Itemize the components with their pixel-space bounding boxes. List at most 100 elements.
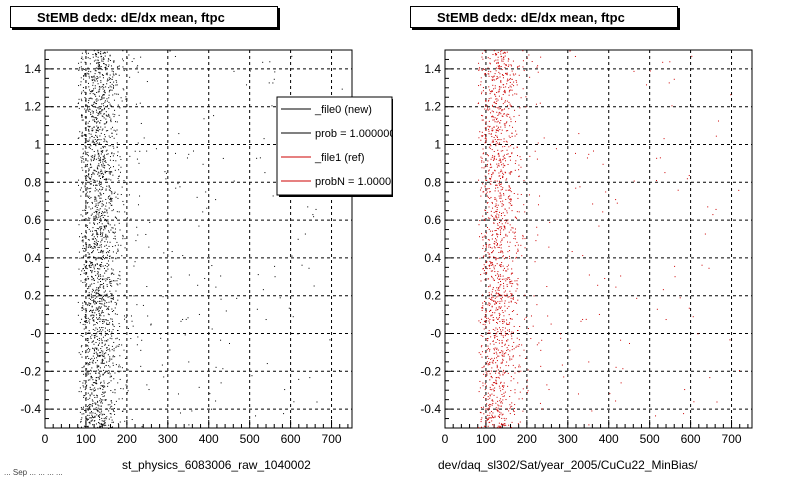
data-point (691, 55, 693, 57)
data-point (491, 262, 493, 264)
data-point (118, 176, 120, 178)
data-point (104, 327, 106, 329)
data-point (85, 418, 87, 420)
data-point (265, 319, 267, 321)
data-point (498, 66, 500, 68)
data-point (487, 217, 489, 219)
data-point (112, 73, 114, 75)
data-point (498, 307, 500, 309)
data-point (489, 147, 491, 149)
data-point (113, 129, 115, 131)
data-point (99, 62, 101, 64)
data-point (98, 112, 100, 114)
data-point (477, 103, 479, 105)
x-tick-label: 400 (599, 432, 619, 446)
data-point (506, 323, 508, 325)
data-point (98, 212, 100, 214)
data-point (503, 315, 505, 317)
data-point (87, 217, 89, 219)
data-point (489, 348, 491, 350)
data-point (491, 90, 493, 92)
data-point (101, 96, 103, 98)
data-point (113, 81, 115, 83)
data-point (502, 204, 504, 206)
data-point (95, 106, 97, 108)
data-point (111, 285, 113, 287)
data-point (496, 370, 498, 372)
data-point (500, 161, 502, 163)
data-point (484, 301, 486, 303)
data-point (87, 125, 89, 127)
data-point (119, 229, 121, 231)
data-point (491, 136, 493, 138)
data-point (112, 60, 114, 62)
data-point (115, 346, 117, 348)
data-point (88, 146, 90, 148)
data-point (484, 316, 486, 318)
data-point (109, 85, 111, 87)
legend-label: prob = 1.000000 (315, 128, 395, 140)
data-point (136, 304, 138, 306)
data-point (100, 86, 102, 88)
data-point (507, 153, 509, 155)
data-point (491, 91, 493, 93)
data-point (104, 241, 106, 243)
data-point (103, 285, 105, 287)
data-point (115, 217, 117, 219)
data-point (485, 371, 487, 373)
data-point (97, 233, 99, 235)
data-point (518, 164, 520, 166)
data-point (499, 416, 501, 418)
data-point (87, 52, 89, 54)
data-point (82, 119, 84, 121)
data-point (188, 274, 190, 276)
data-point (503, 113, 505, 115)
data-point (98, 89, 100, 91)
data-point (492, 412, 494, 414)
data-point (504, 331, 506, 333)
data-point (489, 177, 491, 179)
data-point (99, 284, 101, 286)
data-point (514, 231, 516, 233)
data-point (97, 318, 99, 320)
data-point (517, 66, 519, 68)
data-point (502, 352, 504, 354)
data-point (91, 238, 93, 240)
data-point (483, 396, 485, 398)
data-point (94, 240, 96, 242)
data-point (499, 73, 501, 75)
data-point (102, 298, 104, 300)
data-point (527, 369, 529, 371)
data-point (84, 235, 86, 237)
y-tick-label: 1.2 (424, 100, 441, 114)
data-point (511, 280, 513, 282)
data-point (504, 51, 506, 53)
data-point (502, 413, 504, 415)
data-point (121, 398, 123, 400)
data-point (508, 202, 510, 204)
data-point (80, 84, 82, 86)
data-point (488, 302, 490, 304)
data-point (91, 367, 93, 369)
data-point (481, 91, 483, 93)
data-point (81, 131, 83, 133)
data-point (508, 185, 510, 187)
data-point (496, 328, 498, 330)
data-point (90, 309, 92, 311)
data-point (97, 281, 99, 283)
data-point (118, 211, 120, 213)
data-point (94, 154, 96, 156)
data-point (93, 111, 95, 113)
data-point (111, 402, 113, 404)
data-point (506, 278, 508, 280)
data-point (484, 250, 486, 252)
data-point (516, 283, 518, 285)
data-point (500, 56, 502, 58)
data-point (512, 298, 514, 300)
data-point (78, 251, 80, 253)
data-point (510, 89, 512, 91)
data-point (484, 138, 486, 140)
data-point (220, 275, 222, 277)
data-point (94, 387, 96, 389)
